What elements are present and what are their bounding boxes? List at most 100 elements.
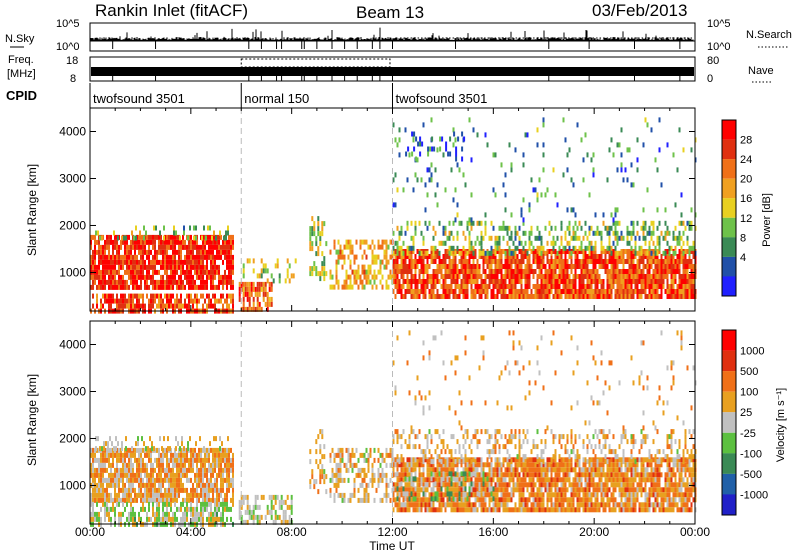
heatmap-cell (430, 467, 433, 473)
heatmap-cell (203, 225, 205, 231)
heatmap-cell (404, 472, 407, 478)
heatmap-cell (196, 472, 198, 478)
heatmap-cell (226, 467, 228, 473)
heatmap-cell (246, 286, 249, 292)
heatmap-cell (474, 462, 477, 468)
heatmap-cell (424, 279, 427, 284)
heatmap-cell (440, 269, 443, 274)
heatmap-cell (347, 274, 350, 280)
heatmap-cell (456, 477, 459, 483)
heatmap-cell (420, 177, 423, 183)
heatmap-cell (216, 264, 218, 270)
heatmap-cell (108, 492, 110, 498)
heatmap-cell (226, 303, 228, 309)
heatmap-cell (412, 507, 415, 513)
heatmap-cell (339, 467, 342, 473)
heatmap-cell (204, 467, 206, 473)
heatmap-cell (566, 225, 569, 231)
heatmap-cell (194, 516, 196, 522)
heatmap-cell (616, 230, 619, 236)
heatmap-cell (552, 269, 555, 274)
heatmap-cell (118, 516, 120, 522)
heatmap-cell (106, 298, 108, 304)
colorbar-swatch (722, 120, 736, 140)
heatmap-cell (170, 274, 172, 280)
heatmap-cell (560, 274, 563, 279)
heatmap-cell (452, 289, 455, 294)
heatmap-cell (518, 279, 521, 284)
heatmap-cell (140, 234, 142, 240)
heatmap-cell (124, 269, 126, 275)
heatmap-cell (192, 298, 194, 304)
heatmap-cell (321, 266, 324, 272)
heatmap-cell (476, 279, 479, 284)
heatmap-cell (204, 269, 206, 275)
heatmap-cell (580, 245, 583, 251)
heatmap-cell (424, 482, 427, 488)
heatmap-cell (428, 502, 431, 508)
heatmap-cell (206, 293, 208, 299)
heatmap-cell (490, 294, 493, 299)
heatmap-cell (381, 284, 384, 290)
heatmap-cell (626, 254, 629, 259)
heatmap-cell (148, 477, 150, 483)
heatmap-cell (224, 497, 226, 503)
heatmap-cell (132, 487, 134, 493)
heatmap-cell (620, 269, 623, 274)
heatmap-cell (610, 294, 613, 299)
heatmap-cell (584, 259, 587, 264)
beam-label: Beam 13 (356, 3, 424, 22)
heatmap-cell (506, 225, 509, 231)
heatmap-cell (177, 441, 179, 447)
heatmap-cell (654, 259, 657, 264)
heatmap-cell (442, 492, 445, 498)
heatmap-cell (187, 235, 189, 241)
heatmap-cell (166, 516, 168, 522)
heatmap-cell (148, 298, 150, 304)
heatmap-cell (474, 249, 477, 254)
heatmap-cell (672, 279, 675, 284)
heatmap-cell (311, 469, 314, 475)
heatmap-cell (680, 274, 683, 279)
heatmap-cell (686, 274, 689, 279)
heatmap-cell (125, 235, 127, 241)
heatmap-cell (570, 207, 573, 213)
heatmap-cell (117, 441, 119, 447)
heatmap-cell (420, 507, 423, 513)
heatmap-cell (466, 467, 469, 473)
heatmap-cell (474, 279, 477, 284)
heatmap-cell (586, 245, 589, 251)
heatmap-cell (220, 249, 222, 255)
heatmap-cell (514, 294, 517, 299)
heatmap-cell (174, 501, 176, 507)
heatmap-cell (351, 492, 354, 498)
heatmap-cell (156, 516, 158, 522)
heatmap-cell (686, 259, 689, 264)
heatmap-cell (128, 447, 130, 453)
heatmap-cell (606, 284, 609, 289)
heatmap-cell (186, 269, 188, 275)
heatmap-cell (317, 434, 320, 440)
heatmap-cell (142, 482, 144, 488)
heatmap-cell (588, 259, 591, 264)
heatmap-cell (522, 162, 525, 168)
heatmap-cell (514, 249, 517, 254)
heatmap-cell (620, 127, 623, 133)
heatmap-cell (672, 294, 675, 299)
heatmap-cell (392, 202, 395, 208)
heatmap-cell (556, 254, 559, 259)
heatmap-cell (357, 269, 360, 275)
heatmap-cell (480, 240, 483, 246)
heatmap-cell (410, 254, 413, 259)
heatmap-cell (478, 264, 481, 269)
heatmap-cell (242, 301, 245, 307)
heatmap-cell (630, 279, 633, 284)
heatmap-cell (202, 506, 204, 512)
heatmap-cell (200, 477, 202, 483)
heatmap-cell (232, 492, 234, 498)
heatmap-cell (440, 240, 443, 246)
heatmap-cell (616, 274, 619, 279)
heatmap-cell (198, 259, 200, 265)
heatmap-cell (618, 259, 621, 264)
heatmap-cell (636, 279, 639, 284)
